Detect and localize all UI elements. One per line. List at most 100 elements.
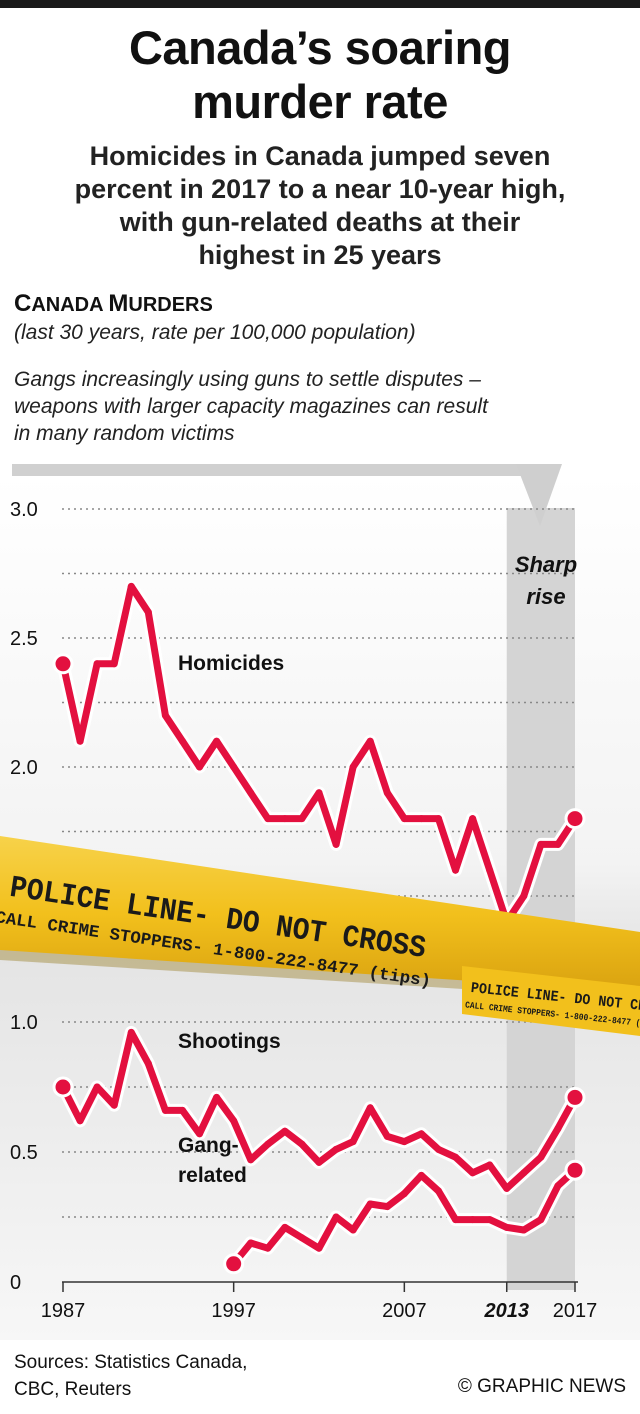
x-tick-label: 2017 [553, 1300, 598, 1322]
police-tape-band [0, 836, 640, 992]
data-point-homicides [213, 737, 221, 745]
data-point-homicides [161, 711, 169, 719]
data-point-shootings [452, 1153, 460, 1161]
data-point-homicides [298, 815, 306, 823]
series-label-shootings: Shootings [178, 1030, 281, 1053]
data-point-gang-related [332, 1213, 340, 1221]
data-point-shootings [281, 1127, 289, 1135]
data-point-homicides [110, 660, 118, 668]
highlight-label-line-2: rise [526, 584, 565, 609]
page-title-line-2: murder rate [192, 75, 448, 128]
series-endpoint-shootings [564, 1086, 586, 1108]
sources: Sources: Statistics Canada, CBC, Reuters [14, 1349, 247, 1403]
data-point-homicides [486, 866, 494, 874]
data-point-homicides [469, 815, 477, 823]
subtitle-line-4: highest in 25 years [198, 240, 442, 270]
data-point-gang-related [264, 1244, 272, 1252]
chart-heading-rest-a: ANADA [31, 294, 109, 316]
data-point-homicides [93, 660, 101, 668]
top-rule [0, 0, 640, 8]
x-tick-label: 2007 [382, 1300, 427, 1322]
data-point-gang-related [537, 1216, 545, 1224]
data-point-gang-related [417, 1171, 425, 1179]
data-point-shootings [503, 1184, 511, 1192]
chart-heading-rest-b: URDERS [128, 294, 213, 316]
data-point-shootings [434, 1145, 442, 1153]
data-point-homicides [452, 866, 460, 874]
data-point-shootings [400, 1138, 408, 1146]
data-point-gang-related [503, 1223, 511, 1231]
data-point-homicides [520, 892, 528, 900]
data-point-shootings [554, 1125, 562, 1133]
series-endpoint-homicides [564, 808, 586, 830]
data-point-gang-related [554, 1182, 562, 1190]
data-point-shootings [230, 1117, 238, 1125]
data-point-gang-related [520, 1226, 528, 1234]
x-tick-label: 1997 [211, 1300, 256, 1322]
data-point-shootings [349, 1138, 357, 1146]
data-point-homicides [537, 840, 545, 848]
data-point-gang-related [349, 1226, 357, 1234]
data-point-shootings [76, 1117, 84, 1125]
data-point-gang-related [486, 1216, 494, 1224]
data-point-gang-related [452, 1216, 460, 1224]
data-point-shootings [110, 1101, 118, 1109]
murder-rate-chart: 3.0 2.5 2.0 1.0 0.5 0 1987 1997 2007 2013 2017 Sh… [0, 464, 640, 1340]
data-point-homicides [196, 763, 204, 771]
chart-note-line-2: weapons with larger capacity magazines c… [14, 395, 488, 418]
data-point-shootings [213, 1093, 221, 1101]
series-label-homicides: Homicides [178, 652, 284, 675]
chart-heading-initial-m: M [108, 290, 129, 317]
series-label-gang-related-line-2: related [178, 1164, 247, 1187]
x-tick-label: 2013 [483, 1300, 529, 1322]
data-point-shootings [298, 1140, 306, 1148]
series-lines [52, 579, 586, 1275]
data-point-gang-related [247, 1239, 255, 1247]
data-point-gang-related [281, 1223, 289, 1231]
data-point-shootings [264, 1140, 272, 1148]
data-point-shootings [417, 1130, 425, 1138]
y-tick-label: 3.0 [10, 499, 38, 521]
data-point-homicides [127, 582, 135, 590]
graphic-credit: © GRAPHIC NEWS [457, 1376, 626, 1397]
police-tape-band-small [462, 966, 640, 1036]
series-endpoint-homicides [52, 653, 74, 675]
highlight-pointer [516, 464, 562, 526]
page-title-line-1: Canada’s soaring [128, 21, 512, 74]
chart-note: Gangs increasingly using guns to settle … [14, 366, 624, 447]
series-endpoint-gang-related [223, 1253, 245, 1275]
data-point-gang-related [315, 1244, 323, 1252]
data-point-homicides [417, 815, 425, 823]
data-point-shootings [93, 1083, 101, 1091]
data-point-homicides [434, 815, 442, 823]
sources-line-1: Sources: Statistics Canada, [14, 1352, 248, 1373]
chart-heading-initial-c: C [14, 290, 32, 317]
chart-subheading: (last 30 years, rate per 100,000 populat… [14, 321, 416, 344]
data-point-shootings [520, 1169, 528, 1177]
header-bar [12, 464, 530, 476]
y-tick-labels: 3.0 2.5 2.0 1.0 0.5 0 [10, 499, 38, 1294]
data-point-shootings [127, 1028, 135, 1036]
y-tick-label: 0.5 [10, 1142, 38, 1164]
data-point-gang-related [366, 1200, 374, 1208]
series-endpoint-shootings [52, 1076, 74, 1098]
data-point-homicides [264, 815, 272, 823]
data-point-homicides [349, 763, 357, 771]
data-point-homicides [332, 840, 340, 848]
y-tick-label: 2.5 [10, 628, 38, 650]
y-tick-label: 0 [10, 1272, 21, 1294]
data-point-homicides [383, 789, 391, 797]
data-point-homicides [400, 815, 408, 823]
data-point-gang-related [298, 1234, 306, 1242]
subtitle-line-2: percent in 2017 to a near 10-year high, [74, 174, 566, 204]
data-point-shootings [144, 1060, 152, 1068]
data-point-shootings [161, 1106, 169, 1114]
data-point-shootings [469, 1169, 477, 1177]
data-point-shootings [196, 1130, 204, 1138]
data-point-homicides [178, 737, 186, 745]
data-point-shootings [247, 1156, 255, 1164]
data-point-shootings [332, 1145, 340, 1153]
data-point-gang-related [400, 1190, 408, 1198]
sources-line-2: CBC, Reuters [14, 1379, 132, 1400]
data-point-gang-related [469, 1216, 477, 1224]
